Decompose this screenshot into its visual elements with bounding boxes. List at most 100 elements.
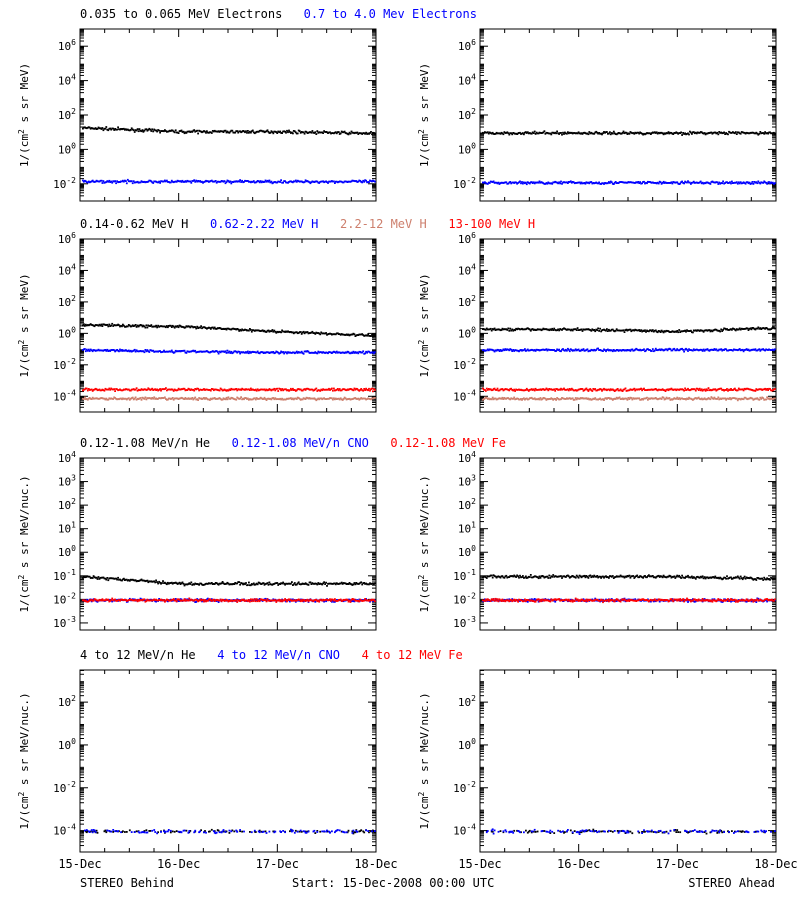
data-point [90,349,93,352]
data-point [127,129,130,132]
data-point [289,131,291,133]
data-point [663,182,666,184]
data-point [333,387,335,390]
data-point [119,181,121,183]
data-point [320,131,323,134]
data-point [732,131,734,133]
data-point [83,388,85,391]
data-point [150,349,153,352]
data-point [159,182,161,184]
data-point [178,324,181,327]
data-point [102,397,105,400]
data-point [239,179,241,181]
data-point [140,324,143,327]
data-point [540,349,543,351]
data-point [667,131,670,133]
data-point [524,398,526,401]
data-point [289,389,291,392]
data-point [196,325,199,328]
data-point [358,582,361,585]
data-point [190,350,193,353]
data-point [545,348,548,351]
data-point [119,348,121,351]
data-point [671,182,674,185]
data-point [181,179,184,182]
data-point [228,181,231,184]
data-point [343,388,346,391]
data-point [320,180,323,183]
data-point [639,181,641,183]
data-point [712,398,715,400]
plot-frame [479,238,777,413]
data-point [519,180,521,183]
data-point [738,388,741,391]
data-point [90,388,93,391]
data-point [610,132,613,134]
data-point [236,582,239,585]
data-point [86,575,89,578]
data-point [131,182,134,185]
data-point [228,350,231,353]
data-point [167,350,170,353]
data-point [243,130,245,133]
data-point [247,350,249,353]
data-point [345,333,348,336]
data-point [105,181,108,183]
data-point [144,388,147,391]
data-point [542,397,545,399]
data-point [705,132,708,135]
data-point [214,350,217,352]
data-point [277,351,280,354]
data-point [241,387,243,390]
data-point [264,330,267,333]
data-point [233,328,236,330]
data-point [626,398,629,401]
data-point [118,398,120,401]
data-point [656,389,659,392]
data-point [525,397,528,400]
data-point [356,388,359,390]
data-point [113,349,116,352]
data-point [222,389,225,392]
data-point [305,350,308,353]
data-point [719,387,722,390]
data-point [118,324,120,327]
data-point [542,131,545,134]
data-point [169,324,172,327]
data-point [300,180,303,183]
data-point [263,388,266,391]
data-point [177,398,180,400]
data-point [217,180,220,183]
data-point [158,129,160,132]
data-point [631,132,634,135]
data-point [601,398,603,401]
data-point [185,325,188,328]
data-point [338,180,341,183]
data-point [223,180,226,182]
data-point [531,389,534,391]
data-point [527,328,530,330]
data-point [687,180,689,183]
data-point [147,324,150,327]
data-point [669,348,672,350]
data-point [128,180,131,183]
data-point [720,182,723,184]
data-point [111,388,114,391]
data-point [239,388,241,391]
data-point [541,398,544,400]
data-point [352,332,355,335]
data-point [101,349,104,352]
data-point [574,348,577,351]
data-point [203,130,205,132]
data-point [598,181,600,184]
data-point [651,181,654,184]
data-point [176,350,179,352]
data-point [662,396,665,399]
data-point [508,349,511,352]
data-point [268,581,271,584]
data-point [138,397,141,400]
data-point [645,181,647,184]
data-point [533,349,536,351]
data-point [617,350,620,352]
data-point [707,132,710,134]
